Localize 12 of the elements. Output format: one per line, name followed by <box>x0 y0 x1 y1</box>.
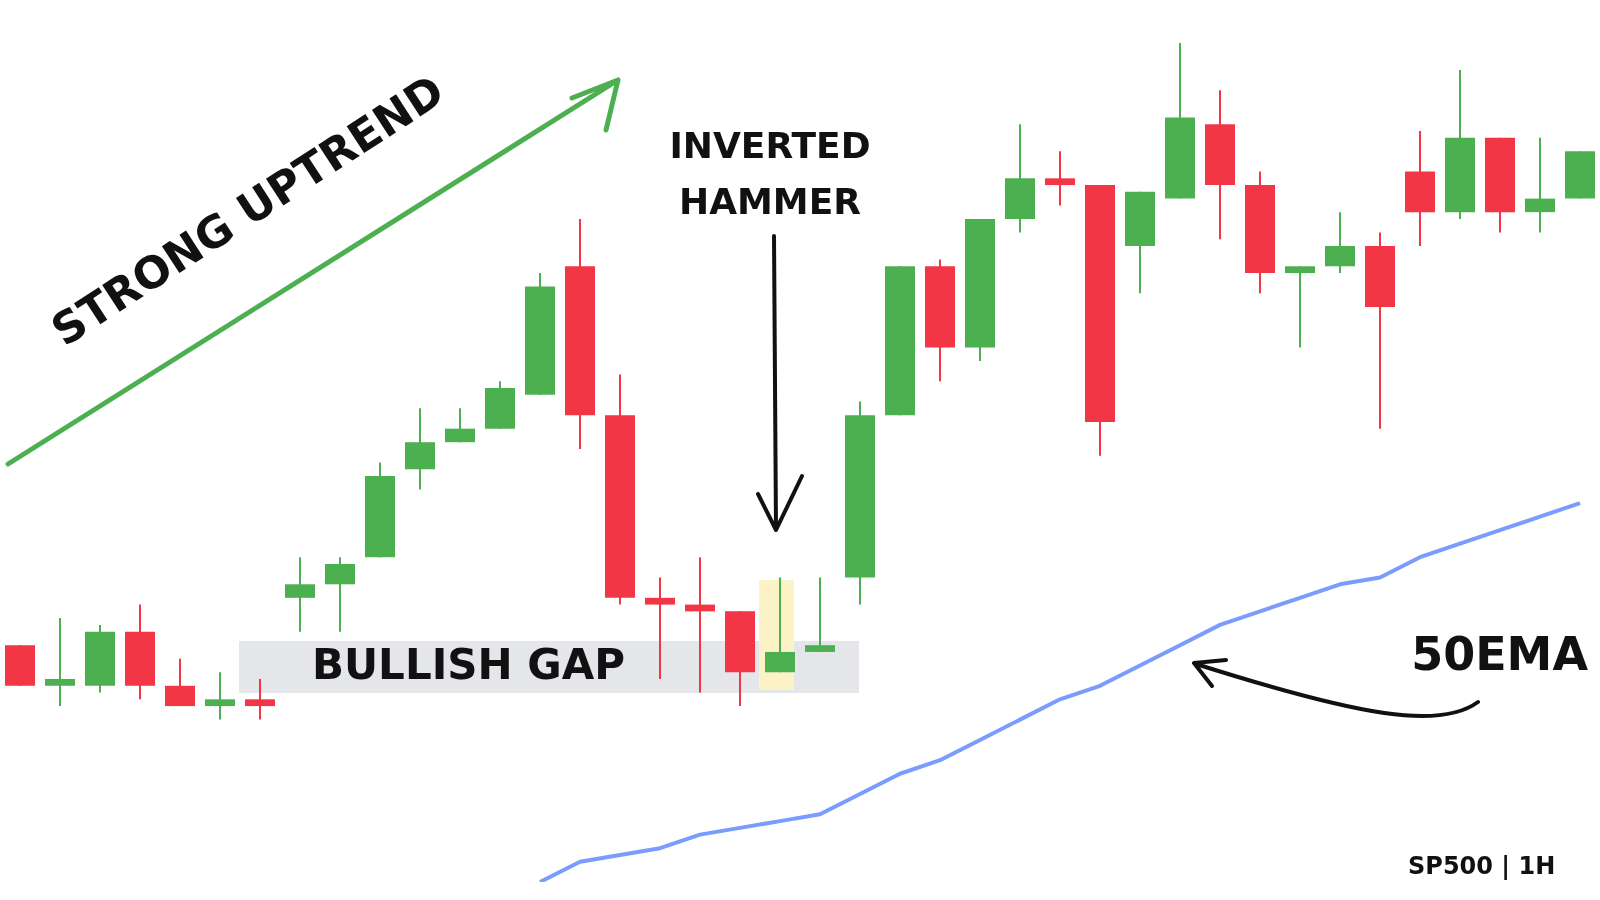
candlestick <box>1285 265 1315 349</box>
candlestick <box>805 576 835 653</box>
annotation: BULLISH GAP <box>312 640 626 689</box>
candlestick <box>205 671 235 721</box>
candlestick <box>245 678 275 721</box>
candlestick <box>1045 150 1075 207</box>
candlestick <box>645 576 675 681</box>
text: SP500 | 1H <box>1408 852 1556 880</box>
candlestick <box>45 617 75 708</box>
candlestick <box>1525 136 1555 234</box>
annotation: INVERTED HAMMER <box>668 124 872 224</box>
series-label: 50EMA <box>1411 626 1589 681</box>
